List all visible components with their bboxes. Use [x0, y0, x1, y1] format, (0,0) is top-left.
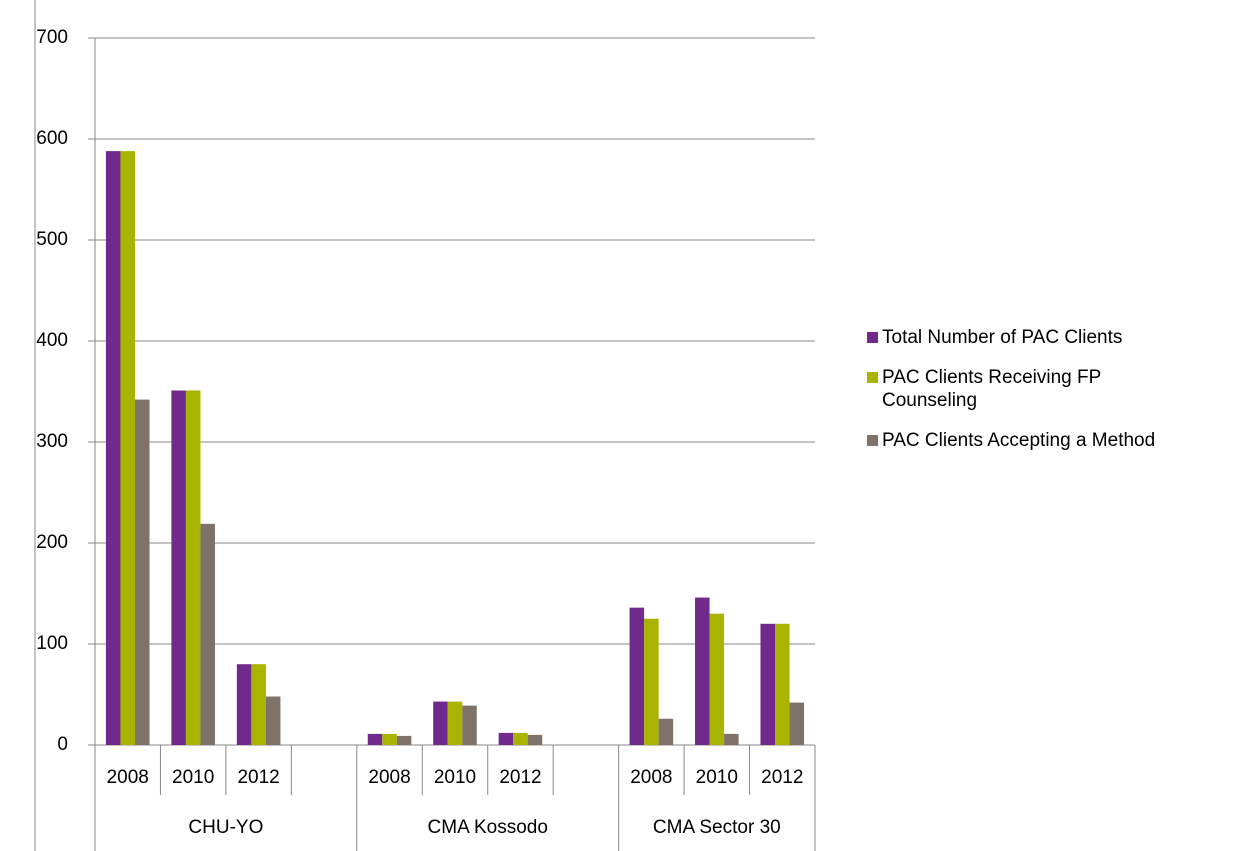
- bar: [185, 390, 201, 745]
- legend-item: PAC Clients Accepting a Method: [867, 429, 1237, 452]
- y-tick-label: 400: [36, 330, 68, 351]
- y-tick-label: 200: [36, 532, 68, 553]
- bar: [462, 705, 477, 745]
- bar: [236, 664, 252, 745]
- x-tick-label: 2012: [761, 767, 803, 788]
- x-tick-label: 2008: [368, 767, 410, 788]
- legend-label: PAC Clients Accepting a Method: [882, 430, 1156, 451]
- y-tick-label: 0: [57, 734, 68, 755]
- bar: [527, 734, 543, 745]
- x-tick-label: 2010: [172, 767, 214, 788]
- legend-swatch: [867, 332, 878, 343]
- legend-label: PAC Clients Receiving FP Counseling: [882, 367, 1101, 411]
- bar: [629, 607, 645, 745]
- bar: [760, 623, 776, 745]
- x-tick-label: 2008: [630, 767, 672, 788]
- legend-swatch: [867, 372, 878, 383]
- bar: [396, 735, 412, 745]
- y-tick-label: 300: [36, 431, 68, 452]
- bar: [695, 597, 710, 745]
- bar: [251, 664, 266, 745]
- legend: Total Number of PAC Clients PAC Clients R…: [867, 326, 1237, 469]
- y-tick-label: 600: [36, 128, 68, 149]
- legend-label: Total Number of PAC Clients: [882, 327, 1123, 348]
- x-tick-label: 2010: [434, 767, 476, 788]
- bar: [724, 733, 739, 745]
- bar: [644, 618, 659, 745]
- bar: [498, 732, 514, 745]
- bar: [382, 733, 397, 745]
- x-tick-label: 2012: [499, 767, 541, 788]
- group-label: CHU-YO: [188, 817, 263, 838]
- bar: [709, 613, 725, 745]
- legend-item: Total Number of PAC Clients: [867, 326, 1237, 349]
- bar: [265, 696, 281, 745]
- bar: [447, 701, 463, 745]
- bar: [658, 718, 674, 745]
- bar: [171, 390, 186, 745]
- legend-item: PAC Clients Receiving FP Counseling: [867, 366, 1237, 412]
- bar: [105, 151, 121, 745]
- y-tick-label: 100: [36, 633, 68, 654]
- y-tick-label: 700: [36, 27, 68, 48]
- bar: [367, 733, 383, 745]
- bar: [789, 702, 805, 745]
- group-label: CMA Sector 30: [653, 817, 781, 838]
- bar: [513, 732, 528, 745]
- x-tick-label: 2008: [107, 767, 149, 788]
- bar: [775, 623, 790, 745]
- y-tick-label: 500: [36, 229, 68, 250]
- bar: [433, 701, 448, 745]
- bar: [120, 151, 135, 745]
- group-label: CMA Kossodo: [428, 817, 548, 838]
- x-tick-label: 2010: [696, 767, 738, 788]
- bar: [134, 399, 150, 745]
- x-tick-label: 2012: [237, 767, 279, 788]
- legend-swatch: [867, 435, 878, 446]
- bar: [200, 523, 215, 745]
